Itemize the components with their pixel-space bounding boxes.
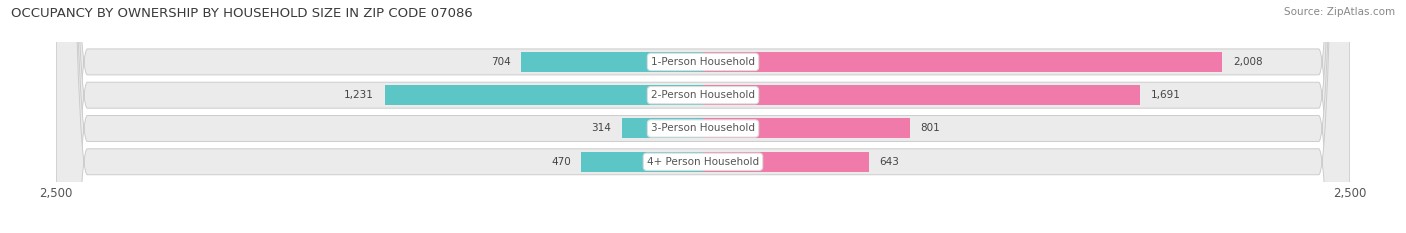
Text: 643: 643 xyxy=(880,157,900,167)
Text: 4+ Person Household: 4+ Person Household xyxy=(647,157,759,167)
FancyBboxPatch shape xyxy=(56,0,1350,233)
Bar xyxy=(384,85,703,105)
Bar xyxy=(582,152,703,172)
Text: 704: 704 xyxy=(491,57,510,67)
Text: 314: 314 xyxy=(592,123,612,134)
Bar xyxy=(703,52,1222,72)
Legend: Owner-occupied, Renter-occupied: Owner-occupied, Renter-occupied xyxy=(586,230,820,233)
Bar xyxy=(703,152,869,172)
Bar xyxy=(703,119,910,138)
FancyBboxPatch shape xyxy=(56,0,1350,233)
Text: OCCUPANCY BY OWNERSHIP BY HOUSEHOLD SIZE IN ZIP CODE 07086: OCCUPANCY BY OWNERSHIP BY HOUSEHOLD SIZE… xyxy=(11,7,472,20)
Text: 1,691: 1,691 xyxy=(1152,90,1181,100)
Text: Source: ZipAtlas.com: Source: ZipAtlas.com xyxy=(1284,7,1395,17)
Text: 470: 470 xyxy=(551,157,571,167)
Text: 801: 801 xyxy=(921,123,941,134)
Text: 1,231: 1,231 xyxy=(344,90,374,100)
Text: 1-Person Household: 1-Person Household xyxy=(651,57,755,67)
FancyBboxPatch shape xyxy=(56,0,1350,233)
Text: 2,008: 2,008 xyxy=(1233,57,1263,67)
Text: 3-Person Household: 3-Person Household xyxy=(651,123,755,134)
FancyBboxPatch shape xyxy=(56,0,1350,233)
Text: 2-Person Household: 2-Person Household xyxy=(651,90,755,100)
Bar xyxy=(621,119,703,138)
Bar xyxy=(703,85,1140,105)
Bar xyxy=(520,52,703,72)
